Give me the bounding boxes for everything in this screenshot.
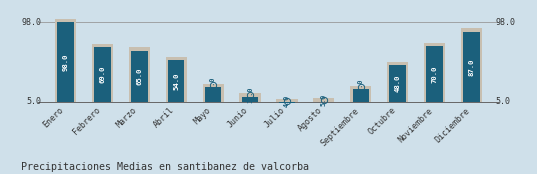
Text: 20.0: 20.0 [358, 79, 364, 95]
Bar [240, 93, 260, 102]
Bar [242, 97, 258, 102]
Bar [387, 62, 408, 102]
Bar [353, 89, 369, 102]
Bar [277, 99, 297, 102]
Bar [57, 22, 74, 102]
Bar [314, 98, 335, 102]
Bar [279, 102, 295, 103]
Bar [165, 57, 187, 102]
Text: 5.0: 5.0 [321, 93, 327, 106]
Text: 65.0: 65.0 [136, 68, 142, 85]
Bar [426, 46, 443, 102]
Text: 98.0: 98.0 [496, 18, 516, 27]
Text: 5.0: 5.0 [496, 97, 511, 106]
Text: 22.0: 22.0 [210, 77, 216, 93]
Bar [202, 84, 223, 102]
Text: 98.0: 98.0 [62, 53, 68, 71]
Bar [424, 43, 445, 102]
Bar [389, 65, 406, 102]
Bar [92, 44, 113, 102]
Bar [131, 51, 148, 102]
Bar [129, 47, 150, 102]
Text: 4.0: 4.0 [284, 94, 290, 107]
Text: 11.0: 11.0 [247, 86, 253, 103]
Bar [463, 32, 480, 102]
Text: 48.0: 48.0 [395, 75, 401, 92]
Bar [350, 86, 372, 102]
Bar [168, 60, 184, 102]
Text: 69.0: 69.0 [99, 66, 105, 83]
Bar [205, 87, 221, 102]
Text: Precipitaciones Medias en santibanez de valcorba: Precipitaciones Medias en santibanez de … [21, 162, 309, 172]
Bar [94, 47, 111, 102]
Text: 70.0: 70.0 [432, 65, 438, 83]
Bar [461, 29, 482, 102]
Text: 98.0: 98.0 [21, 18, 41, 27]
Bar [55, 19, 76, 102]
Text: 87.0: 87.0 [469, 58, 475, 76]
Text: 5.0: 5.0 [26, 97, 41, 106]
Text: 54.0: 54.0 [173, 72, 179, 90]
